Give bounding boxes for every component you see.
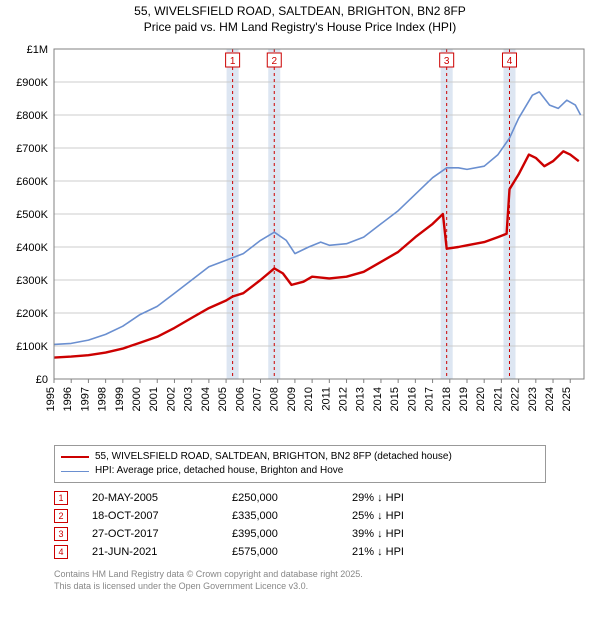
- svg-text:£0: £0: [36, 374, 48, 386]
- svg-text:£800K: £800K: [16, 110, 48, 122]
- transaction-marker: 3: [54, 527, 68, 541]
- svg-text:1999: 1999: [114, 387, 126, 411]
- transaction-price: £575,000: [232, 546, 352, 558]
- transaction-price: £335,000: [232, 510, 352, 522]
- svg-text:1997: 1997: [79, 387, 91, 411]
- transaction-price: £250,000: [232, 492, 352, 504]
- transaction-marker: 2: [54, 509, 68, 523]
- svg-text:2011: 2011: [320, 387, 332, 411]
- svg-text:2007: 2007: [251, 387, 263, 411]
- transaction-date: 20-MAY-2005: [92, 492, 232, 504]
- transaction-date: 21-JUN-2021: [92, 546, 232, 558]
- legend-swatch: [61, 471, 89, 472]
- svg-text:1995: 1995: [45, 387, 57, 411]
- transaction-diff: 39% ↓ HPI: [352, 528, 472, 540]
- legend-label: 55, WIVELSFIELD ROAD, SALTDEAN, BRIGHTON…: [95, 450, 452, 464]
- svg-text:£100K: £100K: [16, 341, 48, 353]
- svg-text:2005: 2005: [217, 387, 229, 411]
- transaction-date: 27-OCT-2017: [92, 528, 232, 540]
- footer-attribution: Contains HM Land Registry data © Crown c…: [54, 569, 594, 592]
- svg-text:£600K: £600K: [16, 176, 48, 188]
- svg-text:2021: 2021: [492, 387, 504, 411]
- transactions-table: 1 20-MAY-2005£250,00029% ↓ HPI 2 18-OCT-200…: [54, 491, 594, 559]
- svg-text:2000: 2000: [131, 387, 143, 411]
- svg-text:2022: 2022: [510, 387, 522, 411]
- chart-svg: £0 £100K £200K £300K £400K £500K £600K £700K £80…: [6, 39, 594, 439]
- svg-text:4: 4: [507, 56, 513, 67]
- legend-item: 55, WIVELSFIELD ROAD, SALTDEAN, BRIGHTON…: [61, 450, 539, 464]
- svg-text:1: 1: [230, 56, 236, 67]
- svg-text:2001: 2001: [148, 387, 160, 411]
- transaction-row: 1 20-MAY-2005£250,00029% ↓ HPI: [54, 491, 594, 505]
- transaction-marker: 1: [54, 491, 68, 505]
- svg-text:2008: 2008: [269, 387, 281, 411]
- svg-text:2: 2: [271, 56, 277, 67]
- svg-text:1998: 1998: [97, 387, 109, 411]
- transaction-row: 2 18-OCT-2007£335,00025% ↓ HPI: [54, 509, 594, 523]
- svg-text:£900K: £900K: [16, 77, 48, 89]
- svg-text:2012: 2012: [338, 387, 350, 411]
- svg-text:2004: 2004: [200, 387, 212, 411]
- footer-line-1: Contains HM Land Registry data © Crown c…: [54, 569, 363, 579]
- svg-text:£300K: £300K: [16, 275, 48, 287]
- svg-text:2024: 2024: [544, 387, 556, 411]
- svg-text:£700K: £700K: [16, 143, 48, 155]
- footer-line-2: This data is licensed under the Open Gov…: [54, 581, 308, 591]
- chart-title: 55, WIVELSFIELD ROAD, SALTDEAN, BRIGHTON…: [6, 4, 594, 35]
- legend-label: HPI: Average price, detached house, Brig…: [95, 464, 343, 478]
- svg-text:2019: 2019: [458, 387, 470, 411]
- legend-item: HPI: Average price, detached house, Brig…: [61, 464, 539, 478]
- svg-text:2020: 2020: [475, 387, 487, 411]
- transaction-price: £395,000: [232, 528, 352, 540]
- svg-text:2006: 2006: [234, 387, 246, 411]
- svg-text:2010: 2010: [303, 387, 315, 411]
- legend: 55, WIVELSFIELD ROAD, SALTDEAN, BRIGHTON…: [54, 445, 546, 483]
- svg-text:2018: 2018: [441, 387, 453, 411]
- svg-text:2002: 2002: [165, 387, 177, 411]
- svg-text:£500K: £500K: [16, 209, 48, 221]
- svg-text:£200K: £200K: [16, 308, 48, 320]
- svg-text:3: 3: [444, 56, 450, 67]
- svg-text:2023: 2023: [527, 387, 539, 411]
- svg-text:£400K: £400K: [16, 242, 48, 254]
- transaction-row: 3 27-OCT-2017£395,00039% ↓ HPI: [54, 527, 594, 541]
- transaction-diff: 21% ↓ HPI: [352, 546, 472, 558]
- svg-text:2014: 2014: [372, 387, 384, 411]
- transaction-row: 4 21-JUN-2021£575,00021% ↓ HPI: [54, 545, 594, 559]
- svg-text:2017: 2017: [424, 387, 436, 411]
- title-line-2: Price paid vs. HM Land Registry's House …: [144, 20, 456, 34]
- svg-text:2015: 2015: [389, 387, 401, 411]
- transaction-date: 18-OCT-2007: [92, 510, 232, 522]
- title-line-1: 55, WIVELSFIELD ROAD, SALTDEAN, BRIGHTON…: [134, 4, 466, 18]
- svg-text:2003: 2003: [183, 387, 195, 411]
- svg-text:2009: 2009: [286, 387, 298, 411]
- chart-container: 55, WIVELSFIELD ROAD, SALTDEAN, BRIGHTON…: [0, 0, 600, 597]
- svg-text:2016: 2016: [406, 387, 418, 411]
- line-chart: £0 £100K £200K £300K £400K £500K £600K £700K £80…: [6, 39, 594, 439]
- svg-text:1996: 1996: [62, 387, 74, 411]
- svg-text:£1M: £1M: [27, 44, 48, 56]
- transaction-marker: 4: [54, 545, 68, 559]
- transaction-diff: 29% ↓ HPI: [352, 492, 472, 504]
- svg-text:2013: 2013: [355, 387, 367, 411]
- svg-text:2025: 2025: [561, 387, 573, 411]
- legend-swatch: [61, 456, 89, 458]
- transaction-diff: 25% ↓ HPI: [352, 510, 472, 522]
